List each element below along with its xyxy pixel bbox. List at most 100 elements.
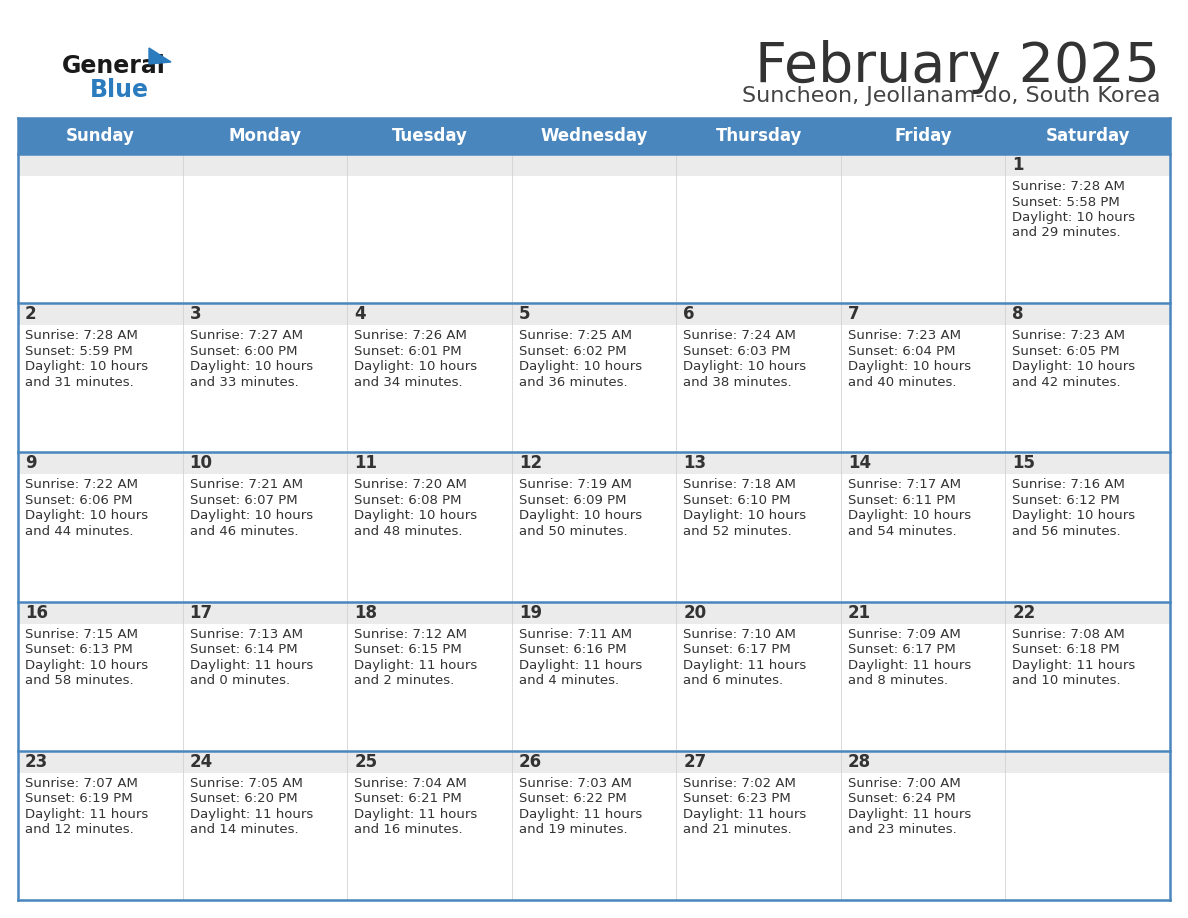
Text: Sunrise: 7:08 AM: Sunrise: 7:08 AM	[1012, 628, 1125, 641]
Text: Sunrise: 7:22 AM: Sunrise: 7:22 AM	[25, 478, 138, 491]
Bar	[347, 154, 512, 303]
Text: Daylight: 10 hours: Daylight: 10 hours	[25, 509, 148, 522]
Bar	[841, 303, 1005, 453]
Text: Sunrise: 7:15 AM: Sunrise: 7:15 AM	[25, 628, 138, 641]
Text: 5: 5	[519, 305, 530, 323]
Bar	[841, 601, 1005, 623]
Text: Sunset: 6:07 PM: Sunset: 6:07 PM	[190, 494, 297, 507]
Text: 8: 8	[1012, 305, 1024, 323]
Text: 21: 21	[848, 604, 871, 621]
Text: Thursday: Thursday	[715, 127, 802, 145]
Bar	[676, 601, 841, 751]
Text: Sunrise: 7:05 AM: Sunrise: 7:05 AM	[190, 777, 303, 789]
Text: Sunset: 6:01 PM: Sunset: 6:01 PM	[354, 344, 462, 358]
Text: Daylight: 10 hours: Daylight: 10 hours	[25, 658, 148, 672]
Bar	[18, 118, 1170, 154]
Text: Sunrise: 7:16 AM: Sunrise: 7:16 AM	[1012, 478, 1125, 491]
Bar	[676, 751, 841, 900]
Bar	[676, 154, 841, 303]
Text: 26: 26	[519, 753, 542, 771]
Text: 25: 25	[354, 753, 378, 771]
Bar	[18, 154, 183, 176]
Text: Sunset: 6:03 PM: Sunset: 6:03 PM	[683, 344, 791, 358]
Text: 18: 18	[354, 604, 377, 621]
Bar	[1005, 601, 1170, 751]
Bar	[676, 453, 841, 601]
Bar	[676, 303, 841, 325]
Text: Daylight: 11 hours: Daylight: 11 hours	[519, 808, 642, 821]
Text: Sunset: 6:19 PM: Sunset: 6:19 PM	[25, 792, 133, 805]
Bar	[183, 303, 347, 325]
Bar	[841, 453, 1005, 601]
Text: Daylight: 10 hours: Daylight: 10 hours	[519, 509, 642, 522]
Text: Daylight: 11 hours: Daylight: 11 hours	[25, 808, 148, 821]
Text: Daylight: 11 hours: Daylight: 11 hours	[683, 658, 807, 672]
Bar	[841, 453, 1005, 475]
Bar	[676, 601, 841, 623]
Text: Daylight: 11 hours: Daylight: 11 hours	[1012, 658, 1136, 672]
Text: Sunset: 6:17 PM: Sunset: 6:17 PM	[848, 644, 955, 656]
Bar	[183, 154, 347, 176]
Text: Daylight: 11 hours: Daylight: 11 hours	[519, 658, 642, 672]
Text: Suncheon, Jeollanam-do, South Korea: Suncheon, Jeollanam-do, South Korea	[741, 86, 1159, 106]
Text: Sunrise: 7:23 AM: Sunrise: 7:23 AM	[1012, 330, 1125, 342]
Text: Sunrise: 7:03 AM: Sunrise: 7:03 AM	[519, 777, 632, 789]
Text: and 52 minutes.: and 52 minutes.	[683, 525, 792, 538]
Text: Sunset: 6:23 PM: Sunset: 6:23 PM	[683, 792, 791, 805]
Text: Sunset: 6:12 PM: Sunset: 6:12 PM	[1012, 494, 1120, 507]
Text: Sunset: 6:20 PM: Sunset: 6:20 PM	[190, 792, 297, 805]
Text: and 33 minutes.: and 33 minutes.	[190, 375, 298, 388]
Bar	[183, 751, 347, 773]
Text: 7: 7	[848, 305, 859, 323]
Bar	[347, 453, 512, 475]
Text: and 48 minutes.: and 48 minutes.	[354, 525, 462, 538]
Bar	[512, 154, 676, 303]
Text: and 23 minutes.: and 23 minutes.	[848, 823, 956, 836]
Bar	[183, 601, 347, 751]
Bar	[512, 601, 676, 623]
Bar	[512, 303, 676, 325]
Text: Sunrise: 7:04 AM: Sunrise: 7:04 AM	[354, 777, 467, 789]
Bar	[841, 154, 1005, 303]
Text: 19: 19	[519, 604, 542, 621]
Text: Daylight: 10 hours: Daylight: 10 hours	[1012, 509, 1136, 522]
Text: 2: 2	[25, 305, 37, 323]
Text: 27: 27	[683, 753, 707, 771]
Bar	[841, 751, 1005, 773]
Bar	[183, 751, 347, 900]
Text: Sunrise: 7:13 AM: Sunrise: 7:13 AM	[190, 628, 303, 641]
Text: Sunrise: 7:26 AM: Sunrise: 7:26 AM	[354, 330, 467, 342]
Text: 6: 6	[683, 305, 695, 323]
Text: Sunrise: 7:28 AM: Sunrise: 7:28 AM	[1012, 180, 1125, 193]
Text: Wednesday: Wednesday	[541, 127, 647, 145]
Text: Sunset: 6:14 PM: Sunset: 6:14 PM	[190, 644, 297, 656]
Text: and 6 minutes.: and 6 minutes.	[683, 674, 783, 687]
Text: and 56 minutes.: and 56 minutes.	[1012, 525, 1121, 538]
Text: Sunset: 6:08 PM: Sunset: 6:08 PM	[354, 494, 462, 507]
Bar	[512, 751, 676, 900]
Text: Sunrise: 7:19 AM: Sunrise: 7:19 AM	[519, 478, 632, 491]
Text: Saturday: Saturday	[1045, 127, 1130, 145]
Text: Daylight: 11 hours: Daylight: 11 hours	[354, 658, 478, 672]
Text: Sunset: 6:04 PM: Sunset: 6:04 PM	[848, 344, 955, 358]
Polygon shape	[148, 48, 171, 64]
Bar	[18, 751, 183, 900]
Text: and 4 minutes.: and 4 minutes.	[519, 674, 619, 687]
Text: Sunset: 5:59 PM: Sunset: 5:59 PM	[25, 344, 133, 358]
Bar	[183, 154, 347, 303]
Text: 14: 14	[848, 454, 871, 473]
Bar	[1005, 601, 1170, 623]
Bar	[347, 601, 512, 751]
Text: and 12 minutes.: and 12 minutes.	[25, 823, 134, 836]
Bar	[347, 303, 512, 453]
Bar	[183, 453, 347, 475]
Bar	[841, 154, 1005, 176]
Bar	[1005, 303, 1170, 325]
Text: Sunday: Sunday	[65, 127, 134, 145]
Text: and 31 minutes.: and 31 minutes.	[25, 375, 134, 388]
Text: Sunrise: 7:25 AM: Sunrise: 7:25 AM	[519, 330, 632, 342]
Text: Sunset: 6:02 PM: Sunset: 6:02 PM	[519, 344, 626, 358]
Text: and 19 minutes.: and 19 minutes.	[519, 823, 627, 836]
Text: Sunset: 6:17 PM: Sunset: 6:17 PM	[683, 644, 791, 656]
Text: and 50 minutes.: and 50 minutes.	[519, 525, 627, 538]
